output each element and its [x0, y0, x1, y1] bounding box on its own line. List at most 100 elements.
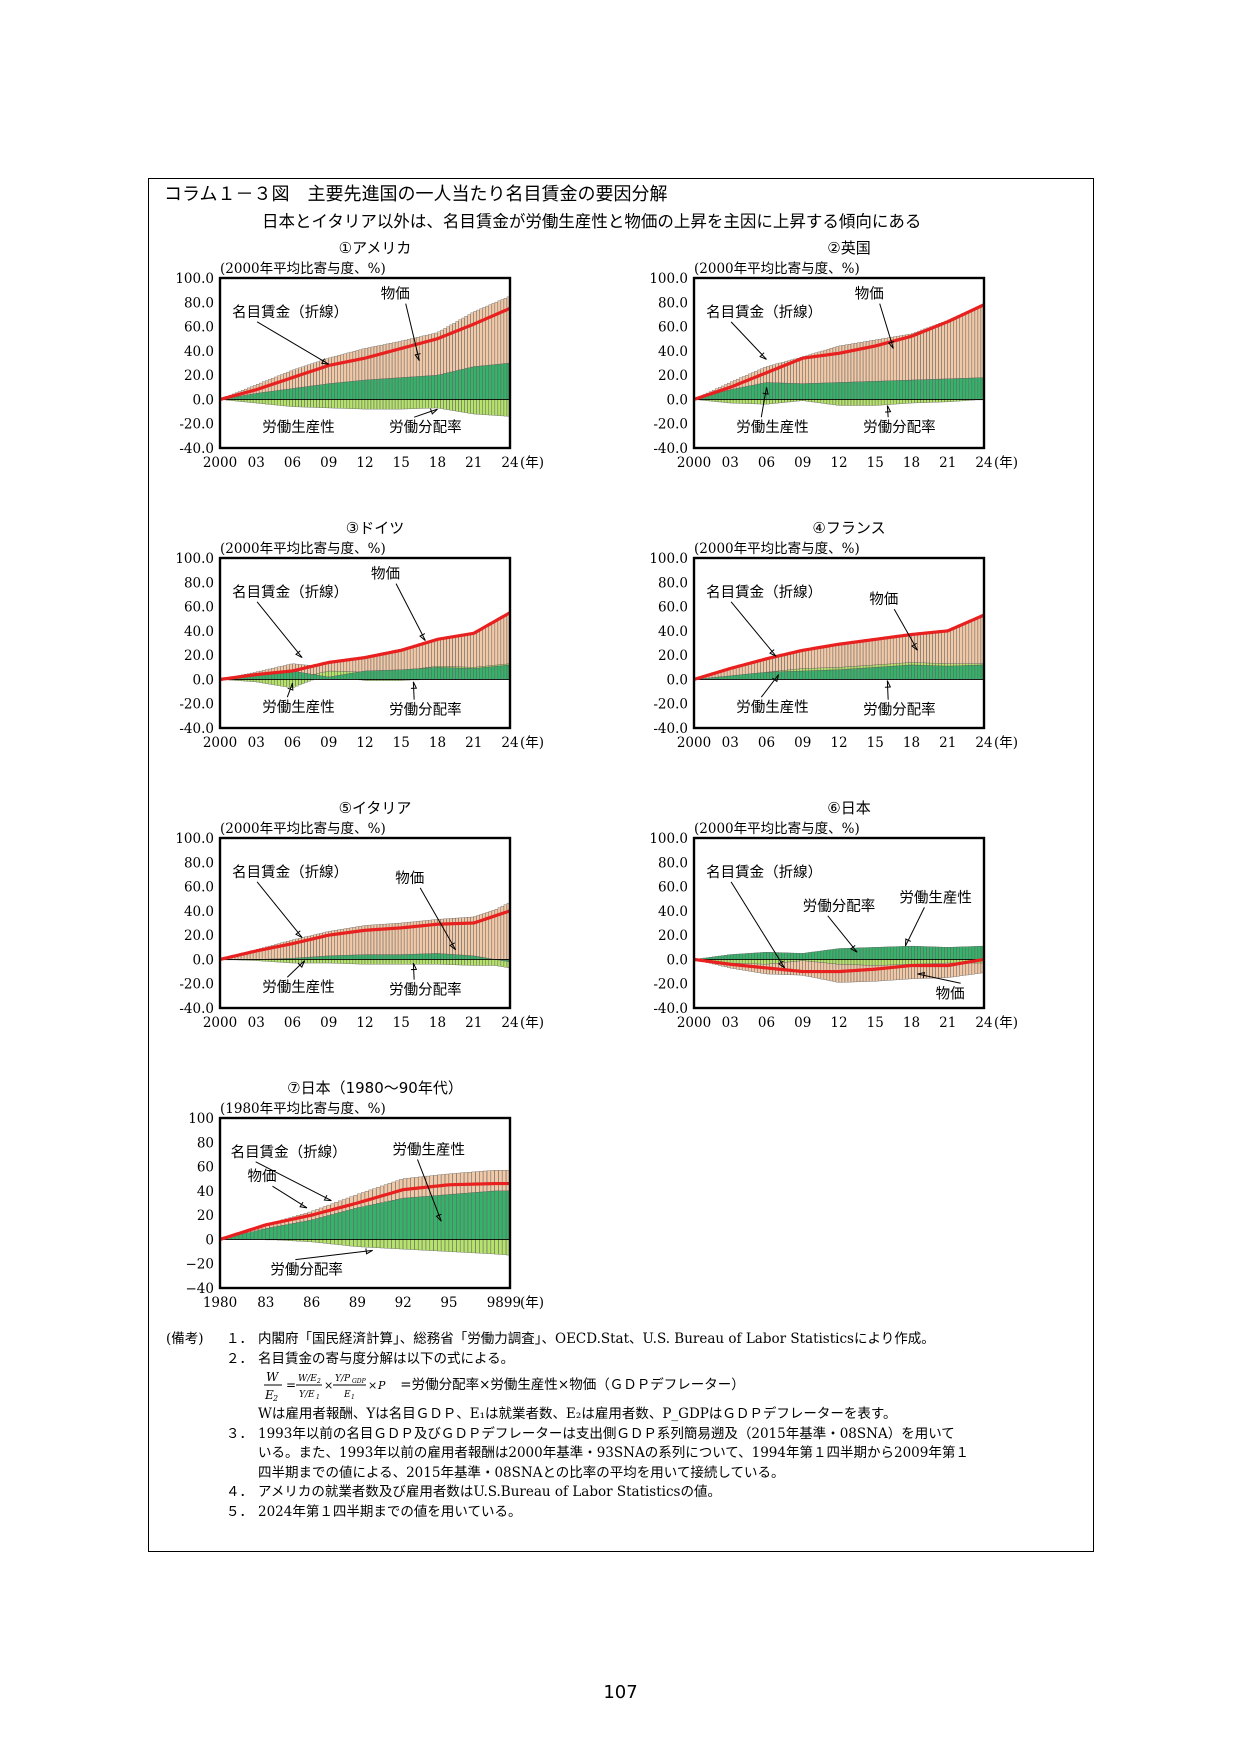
japan-bar-labor-share [853, 959, 858, 966]
usa-bar-productivity [449, 371, 453, 400]
usa-bar-price [352, 351, 356, 382]
france-bar-price [971, 619, 975, 664]
japan_80s-bar-labor-share [441, 1239, 446, 1252]
usa-bar-productivity [482, 365, 486, 400]
france-bar-price [808, 648, 812, 669]
svg-text:W: W [266, 1370, 280, 1384]
uk-bar-productivity [911, 379, 915, 400]
japan-bar-price [962, 962, 966, 976]
italy-bar-productivity [431, 953, 435, 960]
japan-bar-productivity [947, 947, 951, 960]
japan_80s-bar-labor-share [391, 1239, 396, 1249]
japan_80s-x-tick-label: 92 [395, 1295, 412, 1311]
japan-bar-labor-share [887, 959, 891, 966]
italy-bar-labor-share [373, 959, 378, 965]
japan-bar-productivity [965, 946, 969, 960]
italy-y-tick-label: 20.0 [184, 928, 214, 944]
germany-y-tick-label: 0.0 [193, 672, 214, 688]
japan-bar-labor-share [932, 959, 936, 964]
germany-bar-price [413, 645, 417, 669]
japan_80s-bar-productivity [410, 1197, 415, 1240]
france-y-tick-label: 80.0 [658, 575, 688, 591]
chart-panel-japan: ⑥日本 (2000年平均比寄与度、%) 100.0 80.0 60.0 40.0 20.0 0… [634, 798, 1064, 1058]
italy-bar-labor-share [376, 959, 381, 965]
usa-bar-price [298, 367, 302, 388]
france-chart-svg: ④フランス(2000年平均比寄与度、%)100.080.060.040.020.… [649, 519, 1018, 751]
japan_80s-bar-labor-share [334, 1239, 339, 1245]
italy-bar-productivity [446, 953, 450, 960]
usa-y-tick-label: 100.0 [175, 271, 214, 287]
italy-bar-productivity [452, 954, 456, 960]
usa-x-tick-label: 12 [356, 455, 373, 471]
italy-bar-price [301, 937, 305, 958]
germany-bar-labor-share [449, 666, 453, 668]
usa-x-unit: (年) [520, 455, 544, 471]
france-x-tick-label: 12 [830, 735, 847, 751]
italy-bar-labor-share [298, 959, 302, 964]
france-bar-productivity [914, 664, 918, 680]
germany-bar-labor-share [479, 666, 483, 668]
japan-bar-price [838, 964, 842, 983]
uk-bar-labor-share [896, 399, 900, 405]
france-bar-price [890, 636, 894, 664]
uk-bar-productivity [920, 379, 924, 400]
usa-bar-labor-share [352, 399, 356, 409]
uk-bar-productivity [739, 387, 743, 400]
france-bar-labor-share [790, 669, 794, 672]
germany-bar-labor-share [488, 665, 492, 668]
uk-bar-labor-share [766, 399, 770, 405]
france-bar-price [799, 650, 803, 669]
usa-bar-labor-share [283, 399, 287, 407]
usa-y-tick-label: 40.0 [184, 344, 214, 360]
japan-bar-productivity [878, 946, 882, 960]
japan-bar-labor-share [884, 959, 888, 966]
uk-bar-price [902, 334, 906, 381]
uk-bar-price [965, 311, 969, 379]
italy-bar-productivity [398, 954, 402, 960]
germany-bar-labor-share [319, 672, 323, 676]
italy-y-tick-label: -20.0 [179, 977, 214, 993]
japan_80s-bar-productivity [330, 1214, 335, 1240]
japan-bar-labor-share [745, 959, 749, 964]
usa-bar-price [316, 361, 320, 386]
japan_80s-x-unit: (年) [520, 1295, 544, 1311]
usa-bar-labor-share [416, 399, 420, 409]
germany-bar-price [482, 627, 486, 667]
japan_80s-bar-productivity [418, 1196, 423, 1240]
japan-y-tick-label: 20.0 [658, 928, 688, 944]
japan-annotation-label: 労働生産性 [899, 889, 972, 906]
italy-bar-labor-share [464, 959, 468, 966]
uk-bar-price [977, 306, 981, 378]
usa-x-tick-label: 21 [465, 455, 482, 471]
usa-bar-productivity [428, 375, 432, 400]
germany-bar-labor-share [286, 679, 290, 688]
uk-bar-productivity [757, 383, 761, 400]
france-bar-labor-share [832, 667, 836, 671]
uk-bar-labor-share [757, 399, 761, 405]
japan-bar-labor-share [841, 959, 845, 965]
italy-bar-productivity [376, 954, 381, 960]
france-bar-productivity [950, 665, 954, 680]
uk-bar-labor-share [772, 399, 776, 404]
usa-bar-labor-share [440, 399, 444, 409]
usa-bar-productivity [458, 369, 462, 400]
uk-bar-price [932, 325, 936, 380]
germany-bar-labor-share [322, 671, 326, 677]
usa-bar-productivity [310, 385, 314, 400]
japan_80s-bar-labor-share [471, 1239, 476, 1254]
italy-bar-price [364, 925, 368, 955]
japan-x-unit: (年) [994, 1015, 1018, 1031]
uk-unit-label: (2000年平均比寄与度、%) [694, 260, 860, 277]
japan-y-tick-label: 0.0 [667, 952, 688, 968]
japan-bar-productivity [884, 946, 888, 960]
france-bar-productivity [938, 665, 942, 680]
japan-bar-productivity [844, 948, 848, 960]
germany-x-tick-label: 18 [429, 735, 446, 751]
italy-y-tick-label: 100.0 [175, 831, 214, 847]
italy-unit-label: (2000年平均比寄与度、%) [220, 820, 386, 837]
usa-bar-price [361, 348, 365, 381]
usa-bar-price [301, 366, 305, 388]
germany-bar-productivity [413, 668, 417, 680]
italy-bar-price [422, 920, 426, 954]
japan-bar-labor-share [838, 959, 842, 965]
